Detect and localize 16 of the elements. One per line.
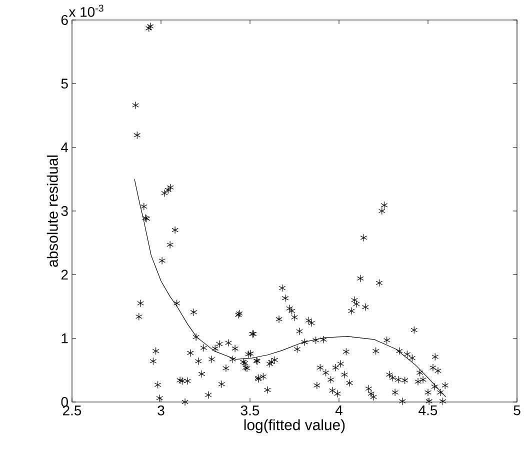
y-tick-label: 1 <box>62 334 68 344</box>
text: x 10$^{-3}$ <box>68 4 104 17</box>
x-tick-label: 3.5 <box>240 406 260 416</box>
x-tick-label: 4.5 <box>418 406 438 416</box>
x-tick-label: 5 <box>514 406 520 416</box>
x-tick-label: 2.5 <box>63 406 82 416</box>
y-tick-label: 3 <box>61 206 68 216</box>
x-tick-label: 3 <box>158 406 164 416</box>
line-series <box>134 178 446 398</box>
y-tick-label: 4 <box>61 142 68 152</box>
x-tick-label: 4 <box>335 406 342 416</box>
x-axis-title: log(fitted value) <box>244 419 345 434</box>
y-tick-label: 2 <box>61 270 68 280</box>
y-tick-label: 5 <box>61 78 68 89</box>
y-tick-label: 6 <box>61 15 68 25</box>
y-axis-title: absolute residual <box>46 156 58 267</box>
